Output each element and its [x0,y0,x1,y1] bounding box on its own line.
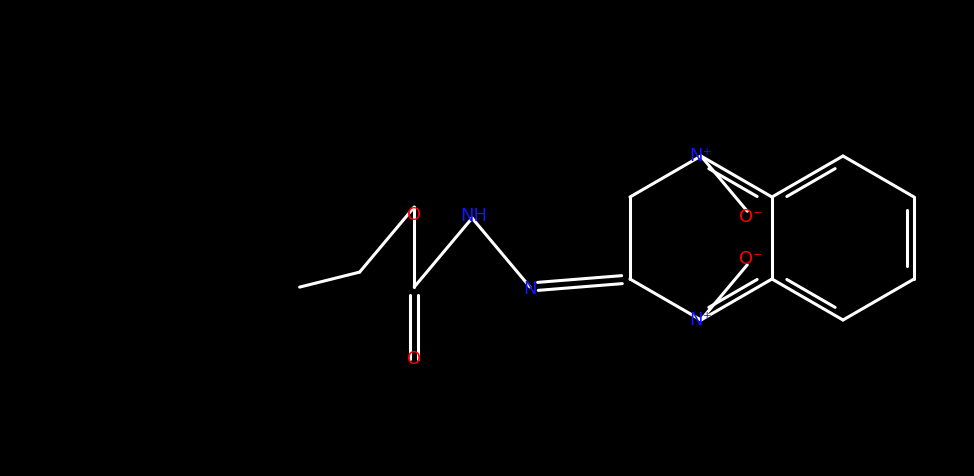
Text: O⁻: O⁻ [739,250,763,268]
Text: O⁻: O⁻ [739,208,763,226]
Text: O: O [407,206,422,224]
Text: O: O [407,350,422,368]
Text: NH: NH [461,207,488,225]
Text: N⁺: N⁺ [690,311,712,329]
Text: N: N [523,280,537,298]
Text: N⁺: N⁺ [690,147,712,165]
